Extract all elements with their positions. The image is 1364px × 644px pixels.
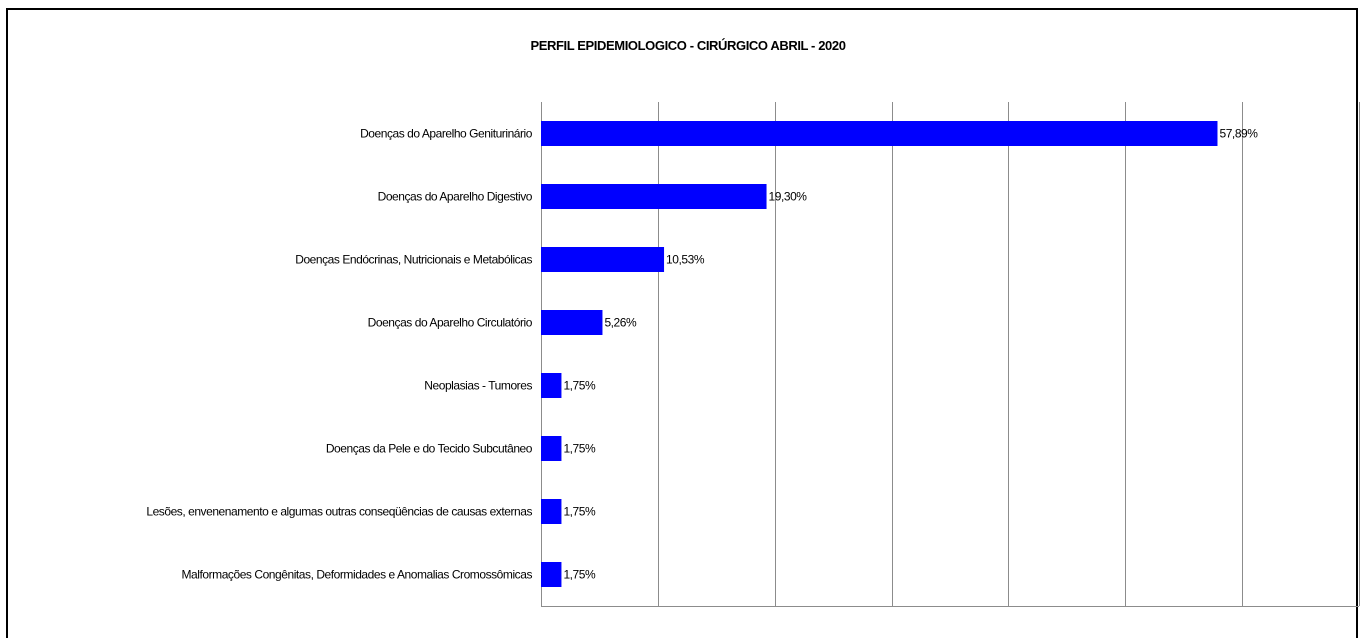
data-label: 10,53% xyxy=(666,253,705,267)
chart-frame xyxy=(6,8,1358,638)
data-label: 1,75% xyxy=(563,379,596,393)
bar xyxy=(541,184,767,209)
bars xyxy=(541,121,1218,587)
data-label: 19,30% xyxy=(769,190,808,204)
bar xyxy=(541,562,562,587)
data-label: 57,89% xyxy=(1219,127,1258,141)
category-label: Malformações Congênitas, Deformidades e … xyxy=(182,568,533,582)
data-label: 1,75% xyxy=(563,505,596,519)
data-label: 1,75% xyxy=(563,442,596,456)
chart-title: PERFIL EPIDEMIOLOGICO - CIRÚRGICO ABRIL … xyxy=(530,38,846,53)
bar xyxy=(541,310,603,335)
bar xyxy=(541,436,562,461)
category-label: Lesões, envenenamento e algumas outras c… xyxy=(146,505,532,519)
bar xyxy=(541,247,665,272)
gridlines xyxy=(541,102,1360,607)
bar xyxy=(541,499,562,524)
category-label: Neoplasias - Tumores xyxy=(424,379,532,393)
category-labels: Doenças do Aparelho Geniturinário Doenças… xyxy=(146,127,533,582)
value-labels: 57,89% 19,30% 10,53% 5,26% 1,75% 1,75% 1,75% 1,… xyxy=(563,127,1258,582)
bar xyxy=(541,373,562,398)
category-label: Doenças da Pele e do Tecido Subcutâneo xyxy=(326,442,533,456)
data-label: 5,26% xyxy=(604,316,637,330)
category-label: Doenças do Aparelho Geniturinário xyxy=(360,127,533,141)
category-label: Doenças do Aparelho Digestivo xyxy=(378,190,533,204)
data-label: 1,75% xyxy=(563,568,596,582)
category-label: Doenças do Aparelho Circulatório xyxy=(368,316,533,330)
category-label: Doenças Endócrinas, Nutricionais e Metab… xyxy=(295,253,532,267)
bar xyxy=(541,121,1218,146)
